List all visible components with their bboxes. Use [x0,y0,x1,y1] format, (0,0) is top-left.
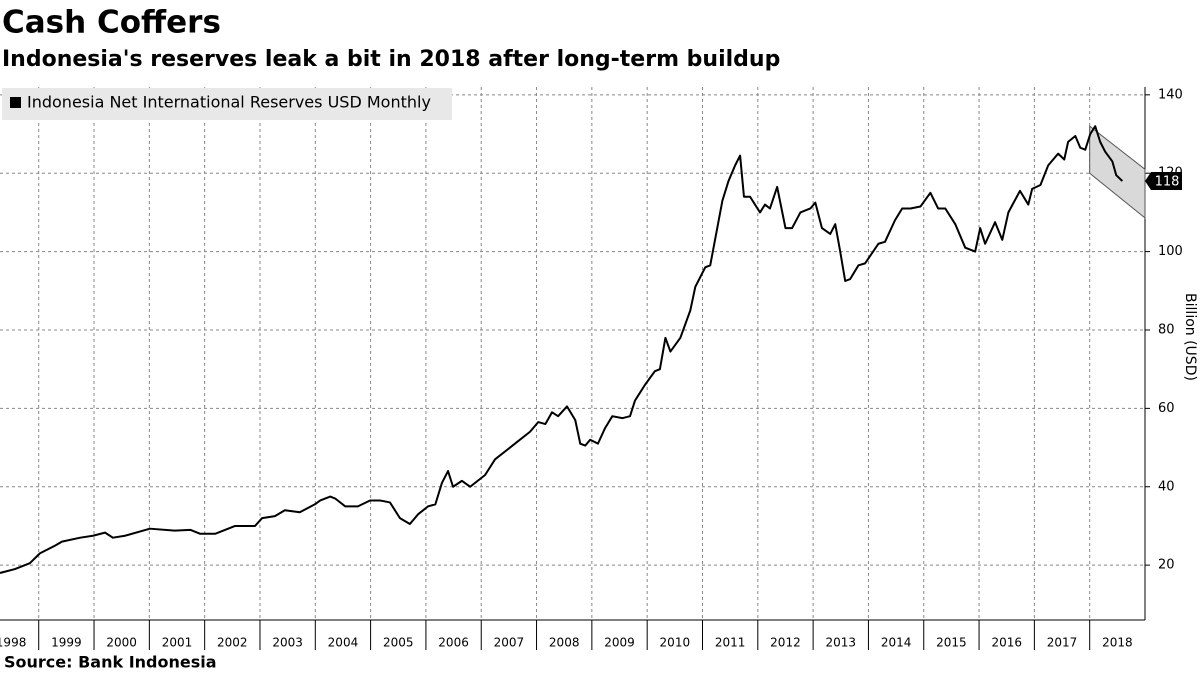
x-tick-label: 2013 [825,636,856,650]
x-tick-label: 1998 [0,636,26,650]
legend-box [2,88,452,120]
x-tick-label: 2001 [162,636,193,650]
x-tick-label: 2012 [770,636,801,650]
x-tick-label: 2014 [881,636,912,650]
y-tick-label: 40 [1158,479,1175,494]
y-tick-label: 140 [1158,87,1183,102]
x-tick-label: 2010 [660,636,691,650]
x-tick-label: 2015 [936,636,967,650]
chart-title: Cash Coffers [2,5,221,41]
last-value-label: 118 [1155,175,1180,190]
x-tick-label: 2011 [715,636,746,650]
x-tick-label: 2004 [328,636,359,650]
x-tick-label: 2018 [1102,636,1133,650]
trend-channel [1089,125,1146,219]
last-value-box [1145,172,1182,191]
y-tick-label: 80 [1158,322,1175,337]
x-tick-label: 2002 [217,636,248,650]
x-tick-label: 2007 [494,636,525,650]
x-tick-label: 2005 [383,636,414,650]
x-tick-label: 2009 [604,636,635,650]
y-tick-label: 60 [1158,401,1175,416]
y-tick-label: 100 [1158,244,1183,259]
chart-subtitle: Indonesia's reserves leak a bit in 2018 … [2,47,780,72]
x-tick-label: 2017 [1047,636,1078,650]
x-tick-label: 1999 [51,636,82,650]
y-axis-label: Billion (USD) [1182,293,1198,381]
x-tick-label: 2003 [272,636,303,650]
x-tick-label: 2016 [991,636,1022,650]
source: Source: Bank Indonesia [4,653,217,672]
legend-label: Indonesia Net International Reserves USD… [27,93,431,112]
x-tick-label: 2006 [438,636,469,650]
legend-swatch [10,97,21,108]
y-tick-label: 20 [1158,558,1175,573]
x-tick-label: 2000 [106,636,137,650]
data-line [0,125,1124,574]
x-tick-label: 2008 [549,636,580,650]
